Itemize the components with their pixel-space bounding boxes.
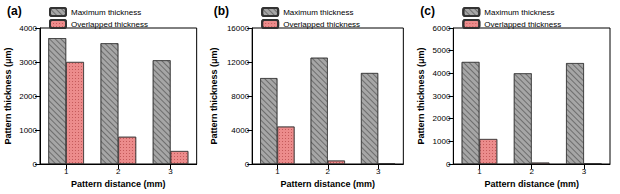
svg-text:Maximum thickness: Maximum thickness [71, 8, 141, 17]
svg-text:1000: 1000 [433, 137, 451, 146]
svg-text:Pattern distance (mm): Pattern distance (mm) [71, 179, 166, 189]
svg-text:3: 3 [582, 167, 587, 176]
svg-text:5000: 5000 [433, 46, 451, 55]
svg-text:Pattern distance (mm): Pattern distance (mm) [484, 179, 579, 189]
svg-text:3: 3 [376, 167, 381, 176]
svg-text:2000: 2000 [433, 114, 451, 123]
svg-text:0: 0 [33, 160, 38, 169]
svg-text:(a): (a) [7, 4, 22, 18]
svg-text:1000: 1000 [19, 126, 37, 135]
svg-text:4000: 4000 [433, 69, 451, 78]
svg-text:1: 1 [275, 167, 280, 176]
svg-text:4000: 4000 [19, 24, 37, 33]
svg-text:6000: 6000 [433, 24, 451, 33]
svg-text:1: 1 [477, 167, 482, 176]
svg-text:2: 2 [529, 167, 534, 176]
svg-text:3000: 3000 [19, 58, 37, 67]
svg-text:2: 2 [116, 167, 121, 176]
svg-text:Pattern thickness (μm): Pattern thickness (μm) [209, 47, 219, 144]
svg-text:Maximum thickness: Maximum thickness [283, 8, 353, 17]
svg-text:4000: 4000 [231, 126, 249, 135]
svg-text:12000: 12000 [227, 58, 250, 67]
svg-text:Overlapped thickness: Overlapped thickness [484, 20, 561, 29]
svg-text:(c): (c) [420, 4, 435, 18]
svg-text:2: 2 [326, 167, 331, 176]
svg-text:Overlapped thickness: Overlapped thickness [71, 20, 148, 29]
svg-text:Pattern thickness (μm): Pattern thickness (μm) [416, 47, 426, 144]
svg-text:3: 3 [168, 167, 173, 176]
svg-text:Overlapped thickness: Overlapped thickness [283, 20, 360, 29]
svg-text:0: 0 [245, 160, 250, 169]
svg-text:1: 1 [64, 167, 69, 176]
svg-text:2000: 2000 [19, 92, 37, 101]
svg-text:Pattern thickness (μm): Pattern thickness (μm) [3, 47, 13, 144]
svg-text:Maximum thickness: Maximum thickness [484, 8, 554, 17]
svg-text:3000: 3000 [433, 92, 451, 101]
svg-text:16000: 16000 [227, 24, 250, 33]
svg-text:0: 0 [446, 160, 451, 169]
svg-text:Pattern distance (mm): Pattern distance (mm) [280, 179, 375, 189]
svg-text:(b): (b) [214, 4, 229, 18]
svg-text:8000: 8000 [231, 92, 249, 101]
